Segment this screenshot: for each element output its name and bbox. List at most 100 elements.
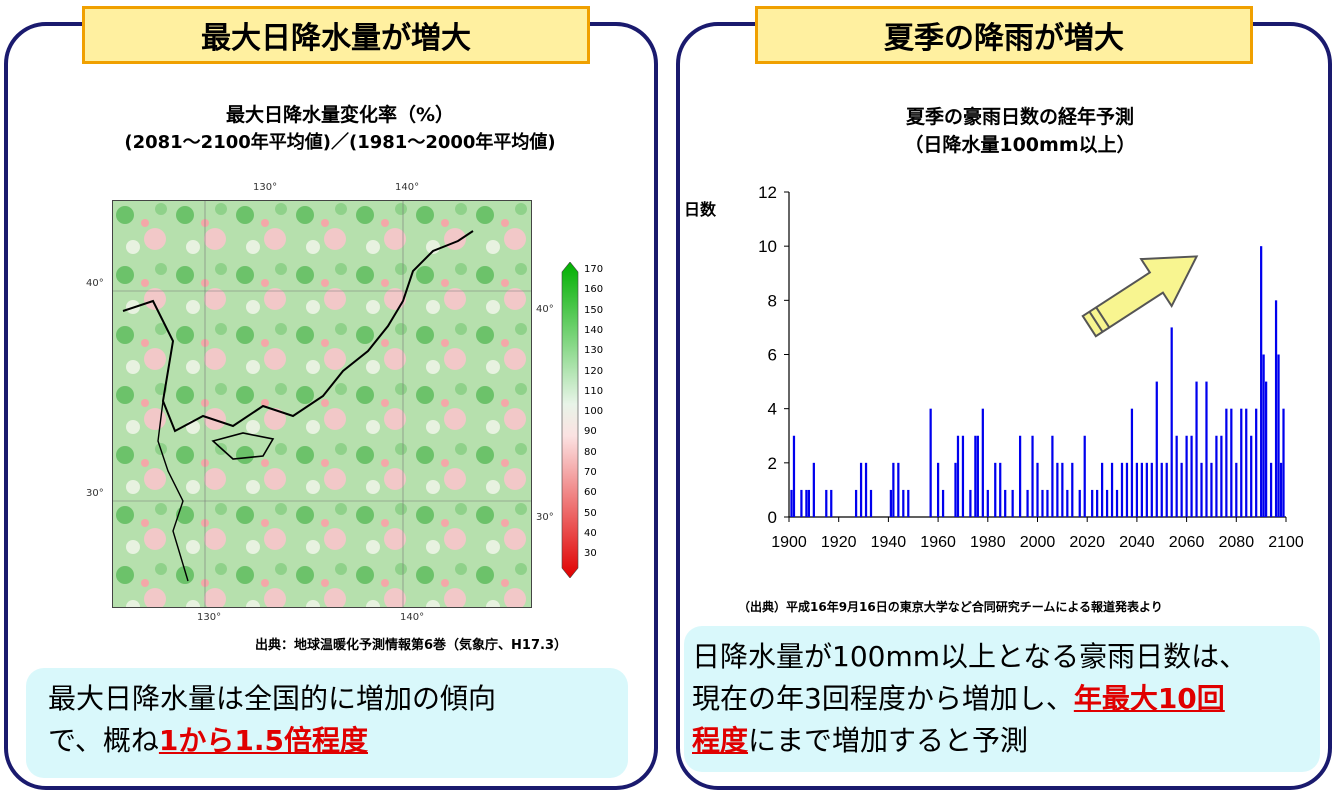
bar xyxy=(902,489,905,517)
bar xyxy=(805,489,808,517)
bar xyxy=(1011,489,1014,517)
bar xyxy=(1240,408,1243,517)
colorbar-label: 100 xyxy=(584,406,604,418)
bar xyxy=(792,435,796,517)
bar xyxy=(830,489,833,517)
bar xyxy=(1225,408,1228,517)
right-banner-title: 夏季の降雨が増大 xyxy=(755,6,1253,64)
bar xyxy=(790,489,793,517)
bar xyxy=(1115,489,1119,517)
bar xyxy=(1155,381,1158,517)
bar xyxy=(889,489,893,517)
bar xyxy=(1083,435,1086,517)
bar xyxy=(929,408,932,517)
chart-source: （出典）平成16年9月16日の東京大学など合同研究チームによる報道発表より xyxy=(738,600,1163,614)
bar xyxy=(859,462,863,517)
x-tick-label: 1920 xyxy=(821,534,857,551)
heavy-rain-days-chart: 0 2 4 6 8 10 12 1900 1920 1940 1960 1980 2000 2020 204… xyxy=(684,183,1304,551)
left-callout-highlight: 1から1.5倍程度 xyxy=(158,724,368,757)
bar xyxy=(825,489,828,517)
bar xyxy=(1220,435,1223,517)
right-callout-highlight: 年最大10回 xyxy=(1073,682,1225,715)
x-tick-label: 2060 xyxy=(1169,534,1205,551)
bar xyxy=(1061,462,1064,517)
map-lat-label: 30° xyxy=(536,512,554,523)
bar xyxy=(1120,462,1124,517)
bar xyxy=(1255,408,1258,517)
bar xyxy=(1105,489,1109,517)
colorbar xyxy=(561,262,579,578)
bar xyxy=(1036,462,1039,517)
bar xyxy=(1110,462,1114,517)
bar xyxy=(1260,246,1263,517)
colorbar-label: 160 xyxy=(584,284,604,296)
bar xyxy=(1125,462,1129,517)
map-lon-label: 140° xyxy=(400,612,425,623)
chart-subtitle: （日降水量100mm以上） xyxy=(904,134,1136,156)
bar xyxy=(800,489,803,517)
map-lat-label: 40° xyxy=(536,304,554,315)
bar xyxy=(1170,327,1173,517)
colorbar-label: 60 xyxy=(584,487,597,499)
bar xyxy=(807,489,810,517)
bar xyxy=(969,489,972,517)
colorbar-label: 170 xyxy=(584,264,604,275)
y-tick-label: 4 xyxy=(768,400,777,419)
map-title-1: 最大日降水量変化率（%） xyxy=(225,104,455,126)
bar xyxy=(1140,462,1143,517)
bar xyxy=(1282,408,1285,517)
bar xyxy=(974,435,977,517)
bar xyxy=(1235,462,1238,517)
bar xyxy=(864,462,868,517)
left-callout-line-2: で、概ね1から1.5倍程度 xyxy=(48,720,606,762)
right-callout-line-1: 日降水量が100mm以上となる豪雨日数は、 xyxy=(692,640,1248,673)
colorbar-label: 150 xyxy=(584,304,604,316)
y-tick-label: 2 xyxy=(768,454,777,473)
bar xyxy=(1265,381,1268,517)
bar xyxy=(976,435,979,517)
bar xyxy=(907,489,910,517)
bar xyxy=(941,489,945,517)
bar xyxy=(1096,489,1099,517)
bar xyxy=(981,408,984,517)
y-tick-label: 6 xyxy=(768,346,777,365)
bar xyxy=(1046,489,1049,517)
chart-title: 夏季の豪雨日数の経年予測 xyxy=(905,106,1134,128)
bar xyxy=(892,462,895,517)
right-callout-text: にまで増加すると予測 xyxy=(748,724,1029,757)
bar xyxy=(1262,354,1265,517)
right-callout: 日降水量が100mm以上となる豪雨日数は、 現在の年3回程度から増加し、年最大1… xyxy=(684,626,1320,772)
bar xyxy=(812,462,815,517)
bar xyxy=(1175,435,1178,517)
map-lat-label: 40° xyxy=(86,278,104,289)
bar xyxy=(1180,462,1183,517)
x-tick-label: 1940 xyxy=(871,534,907,551)
left-callout-text: で、概ね xyxy=(48,724,159,757)
left-banner-title: 最大日降水量が増大 xyxy=(82,6,590,64)
y-tick-label: 0 xyxy=(768,508,777,527)
japan-map-image xyxy=(113,201,531,607)
right-callout-line-3: 程度にまで増加すると予測 xyxy=(692,720,1312,762)
bar xyxy=(1145,462,1148,517)
x-tick-label: 2000 xyxy=(1020,534,1056,551)
bar xyxy=(936,462,940,517)
right-callout-highlight: 程度 xyxy=(692,724,749,757)
left-callout: 最大日降水量は全国的に増加の傾向 で、概ね1から1.5倍程度 xyxy=(26,668,628,778)
bar xyxy=(1051,435,1054,517)
bar xyxy=(1160,462,1163,517)
x-tick-label: 2100 xyxy=(1268,534,1304,551)
y-tick-label: 12 xyxy=(758,183,777,202)
bar xyxy=(1078,489,1081,517)
x-tick-label: 2040 xyxy=(1119,534,1155,551)
bar xyxy=(986,489,989,517)
right-callout-line-2: 現在の年3回程度から増加し、年最大10回 xyxy=(692,678,1312,720)
bar xyxy=(1279,462,1283,517)
bar xyxy=(897,462,900,517)
bar xyxy=(1250,435,1253,517)
x-tick-label: 2020 xyxy=(1069,534,1105,551)
map-title-2: (2081～2100年平均値)／(1981～2000年平均値) xyxy=(124,132,556,153)
bar xyxy=(1210,462,1213,517)
bar xyxy=(1018,435,1022,517)
bar xyxy=(999,462,1002,517)
bar xyxy=(1269,462,1273,517)
